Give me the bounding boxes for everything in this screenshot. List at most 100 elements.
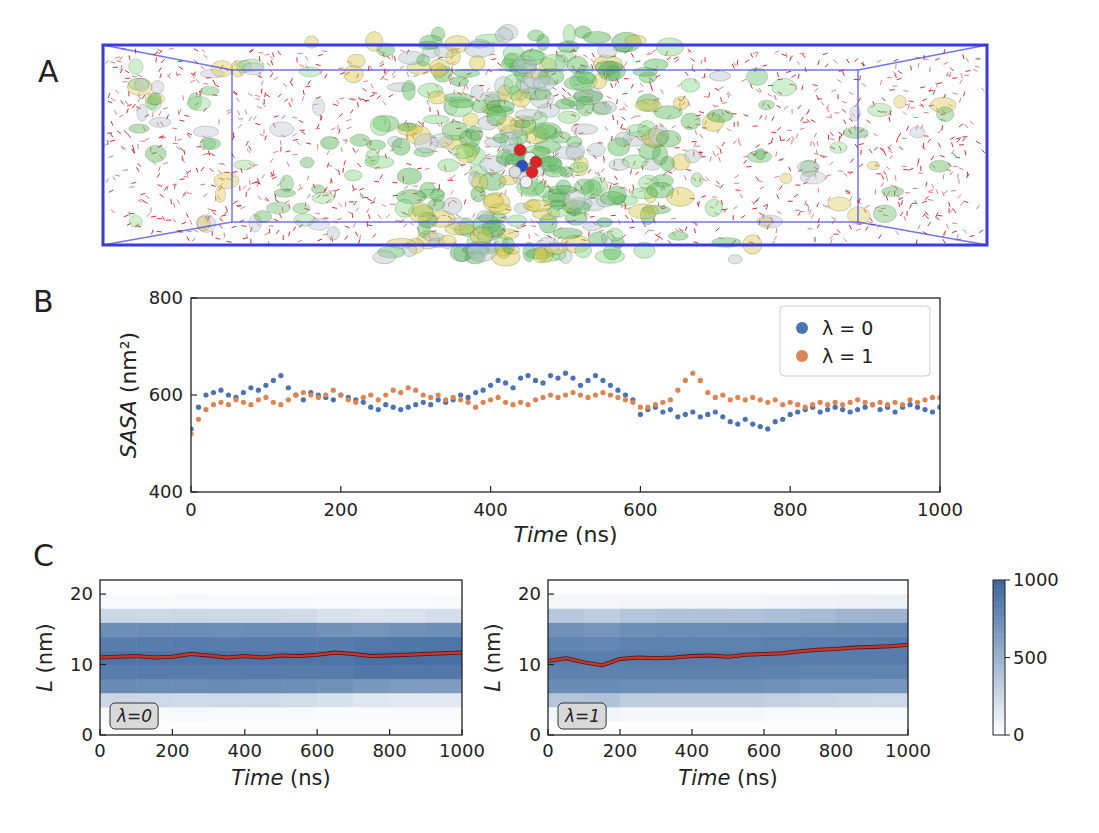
water-molecule — [280, 147, 281, 152]
water-molecule — [775, 50, 779, 53]
water-molecule — [317, 124, 319, 128]
lipid — [402, 80, 415, 100]
water-molecule — [875, 189, 876, 194]
water-molecule — [679, 229, 683, 232]
water-molecule — [184, 176, 189, 178]
water-molecule — [345, 139, 346, 144]
water-molecule — [629, 189, 630, 194]
water-molecule — [273, 170, 274, 175]
water-molecule — [307, 194, 310, 198]
water-molecule — [283, 84, 287, 87]
point — [728, 419, 733, 424]
point — [668, 407, 673, 412]
lipid — [800, 171, 825, 184]
water-molecule — [613, 115, 614, 120]
water-molecule — [210, 168, 213, 172]
water-molecule — [373, 234, 376, 238]
water-molecule — [716, 228, 720, 231]
water-molecule — [220, 216, 222, 221]
water-molecule — [929, 190, 934, 192]
water-molecule — [132, 104, 135, 108]
water-molecule — [200, 184, 205, 186]
water-molecule — [682, 150, 687, 151]
water-molecule — [884, 171, 887, 175]
water-molecule — [142, 95, 145, 99]
water-molecule — [406, 163, 411, 164]
water-molecule — [249, 146, 252, 150]
lipid — [443, 198, 462, 215]
water-molecule — [929, 90, 934, 92]
water-molecule — [795, 184, 800, 185]
water-molecule — [202, 154, 207, 155]
water-molecule — [776, 228, 778, 233]
lipid — [344, 170, 361, 181]
lipid — [894, 95, 907, 108]
water-molecule — [297, 240, 302, 242]
water-molecule — [753, 125, 758, 126]
water-molecule — [451, 175, 455, 178]
lipid — [215, 186, 225, 202]
water-molecule — [611, 215, 616, 216]
point — [458, 392, 463, 397]
water-molecule — [335, 189, 339, 191]
water-molecule — [781, 158, 784, 162]
water-molecule — [667, 171, 672, 173]
water-molecule — [359, 188, 364, 190]
water-molecule — [876, 173, 881, 174]
water-molecule — [947, 75, 952, 77]
lipid — [550, 200, 565, 209]
water-molecule — [272, 52, 274, 57]
water-molecule — [583, 55, 587, 57]
water-molecule — [672, 125, 676, 128]
lipid — [471, 85, 483, 99]
lipid — [910, 127, 925, 138]
water-molecule — [108, 93, 110, 98]
water-molecule — [176, 146, 179, 150]
water-molecule — [159, 136, 163, 138]
water-molecule — [186, 213, 188, 217]
water-molecule — [888, 147, 891, 151]
water-molecule — [734, 122, 735, 127]
water-molecule — [837, 79, 841, 82]
water-molecule — [215, 85, 220, 87]
point — [795, 409, 800, 414]
water-molecule — [534, 233, 538, 236]
water-molecule — [957, 139, 961, 142]
point — [428, 402, 433, 407]
water-molecule — [355, 232, 357, 236]
water-molecule — [159, 194, 163, 197]
water-molecule — [849, 92, 853, 95]
water-molecule — [952, 231, 957, 233]
water-molecule — [184, 115, 189, 116]
lipid — [873, 205, 896, 223]
simulation-box — [102, 24, 987, 266]
lipid — [656, 38, 684, 56]
water-molecule — [734, 183, 739, 184]
water-molecule — [938, 215, 943, 217]
water-molecule — [303, 90, 305, 95]
water-molecule — [123, 169, 128, 171]
water-molecule — [715, 185, 720, 187]
water-molecule — [272, 177, 277, 179]
water-molecule — [779, 186, 782, 190]
water-molecule — [374, 181, 379, 183]
water-molecule — [239, 186, 240, 191]
water-molecule — [162, 216, 165, 220]
water-molecule — [173, 143, 178, 144]
water-molecule — [464, 172, 468, 175]
lipid — [558, 111, 580, 123]
water-molecule — [342, 168, 344, 173]
lipid — [129, 59, 144, 74]
water-molecule — [262, 103, 265, 107]
lipid — [539, 156, 561, 171]
point — [368, 405, 373, 410]
lipid — [608, 138, 630, 156]
water-molecule — [866, 120, 870, 123]
water-molecule — [285, 151, 290, 152]
water-molecule — [114, 110, 117, 114]
water-molecule — [830, 138, 835, 139]
water-molecule — [775, 152, 777, 157]
water-molecule — [727, 128, 731, 131]
point — [533, 378, 538, 383]
water-molecule — [735, 189, 740, 191]
